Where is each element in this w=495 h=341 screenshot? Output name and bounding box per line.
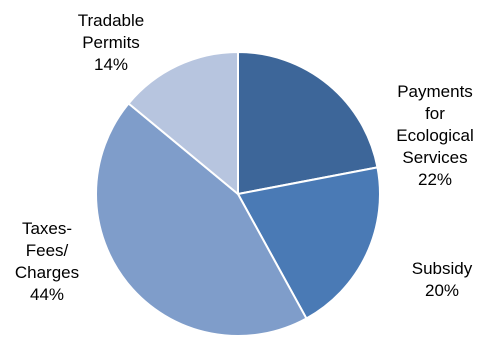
pie-slice-taxes-fees-charges bbox=[95, 102, 308, 337]
slice-label-taxes-fees-charges: Taxes- Fees/ Charges 44% bbox=[2, 218, 92, 306]
slice-label-payments-for-ecological-services: Payments for Ecological Services 22% bbox=[377, 81, 493, 191]
slice-percent-taxes-fees-charges: 44% bbox=[29, 285, 65, 304]
slice-percent-subsidy: 20% bbox=[424, 281, 460, 300]
slice-label-tradable-permits: Tradable Permits 14% bbox=[55, 10, 167, 76]
pie-slice-tradable-permits bbox=[127, 51, 239, 195]
pie-slice-subsidy bbox=[237, 166, 381, 320]
slice-label-subsidy: Subsidy 20% bbox=[392, 258, 492, 302]
pie-slice-payments-for-ecological-services bbox=[237, 51, 379, 195]
slice-percent-tradable-permits: 14% bbox=[93, 55, 129, 74]
slice-percent-payments-for-ecological-services: 22% bbox=[417, 170, 453, 189]
